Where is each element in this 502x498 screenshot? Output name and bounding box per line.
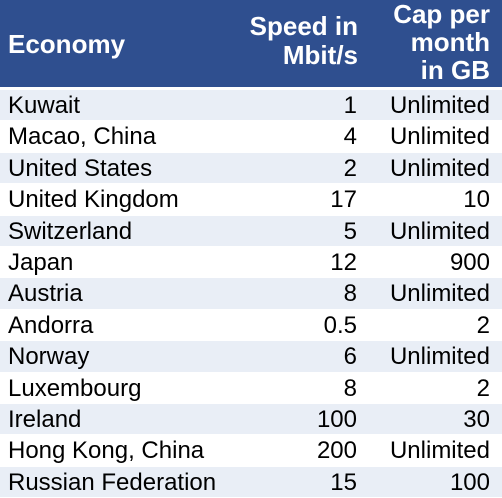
cap-cell: Unlimited [389, 154, 490, 182]
economy-cell: Andorra [8, 311, 94, 339]
speed-cell: 100 [316, 405, 357, 433]
table-row: Austria 8 Unlimited [0, 278, 502, 310]
cap-cell: 2 [476, 311, 490, 339]
table-row: Japan 12 900 [0, 246, 502, 279]
economy-column-header: Economy [8, 29, 126, 59]
table-row: Ireland 100 30 [0, 403, 502, 436]
speed-cell: 12 [330, 248, 357, 276]
cap-cell: Unlimited [389, 217, 490, 245]
speed-cell: 5 [343, 217, 357, 245]
speed-cell: 0.5 [323, 311, 357, 339]
speed-column-header: Speed in Mbit/s [228, 12, 358, 70]
table-row: Kuwait 1 Unlimited [0, 90, 502, 122]
table-row: Hong Kong, China 200 Unlimited [0, 435, 502, 467]
cap-header-line-2: month [410, 27, 490, 57]
economy-cell: United Kingdom [8, 186, 179, 214]
cap-cell: Unlimited [389, 92, 490, 119]
cap-cell: 100 [449, 468, 490, 496]
table-row: Russian Federation 15 100 [0, 466, 502, 498]
table-header: Economy Speed in Mbit/s Cap per month in… [0, 0, 502, 87]
economy-cell: Norway [8, 343, 90, 371]
cap-cell: Unlimited [389, 123, 490, 151]
speed-cell: 8 [343, 374, 357, 402]
cap-cell: Unlimited [389, 437, 490, 465]
economy-cell: Hong Kong, China [8, 437, 205, 465]
speed-cell: 17 [330, 186, 357, 214]
cap-cell: Unlimited [389, 343, 490, 371]
cap-header-line-3: in GB [420, 55, 490, 85]
speed-cell: 200 [316, 437, 357, 465]
speed-cell: 8 [343, 280, 357, 308]
speed-cell: 4 [343, 123, 357, 151]
cap-cell: Unlimited [389, 280, 490, 308]
speed-cell: 2 [343, 154, 357, 182]
speed-header-line-1: Speed in [249, 11, 358, 41]
economy-cell: Japan [8, 248, 74, 276]
cap-header-line-1: Cap per [393, 0, 490, 29]
cap-cell: 900 [449, 248, 490, 276]
table-row: Luxembourg 8 2 [0, 372, 502, 404]
table-body: Kuwait 1 Unlimited Macao, China 4 Unlimi… [0, 90, 502, 498]
cap-cell: 30 [463, 405, 490, 433]
table-row: Macao, China 4 Unlimited [0, 121, 502, 153]
speed-cell: 1 [343, 92, 357, 119]
speed-header-line-2: Mbit/s [282, 40, 358, 70]
table-row: United States 2 Unlimited [0, 152, 502, 185]
cap-cell: 2 [476, 374, 490, 402]
speed-cell: 6 [343, 343, 357, 371]
economy-cell: Ireland [8, 405, 82, 433]
economy-cell: Luxembourg [8, 374, 142, 402]
table-row: Switzerland 5 Unlimited [0, 215, 502, 247]
cap-cell: 10 [463, 186, 490, 214]
economy-cell: United States [8, 154, 153, 182]
table-row: United Kingdom 17 10 [0, 184, 502, 216]
economy-cell: Austria [8, 280, 83, 308]
table-row: Norway 6 Unlimited [0, 341, 502, 373]
economy-cell: Macao, China [8, 123, 157, 151]
cap-column-header: Cap per month in GB [360, 0, 490, 84]
economy-cell: Kuwait [8, 92, 81, 119]
speed-cell: 15 [330, 468, 357, 496]
economy-cell: Russian Federation [8, 468, 217, 496]
table-row: Andorra 0.5 2 [0, 309, 502, 342]
economy-cell: Switzerland [8, 217, 133, 245]
